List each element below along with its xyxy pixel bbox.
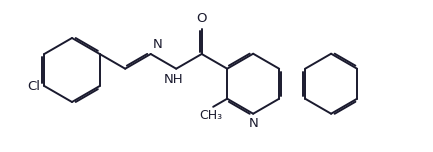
Text: O: O — [197, 12, 207, 26]
Text: Cl: Cl — [27, 79, 40, 93]
Text: CH₃: CH₃ — [200, 109, 223, 122]
Text: N: N — [153, 38, 162, 51]
Text: NH: NH — [163, 73, 183, 86]
Text: N: N — [248, 117, 258, 130]
